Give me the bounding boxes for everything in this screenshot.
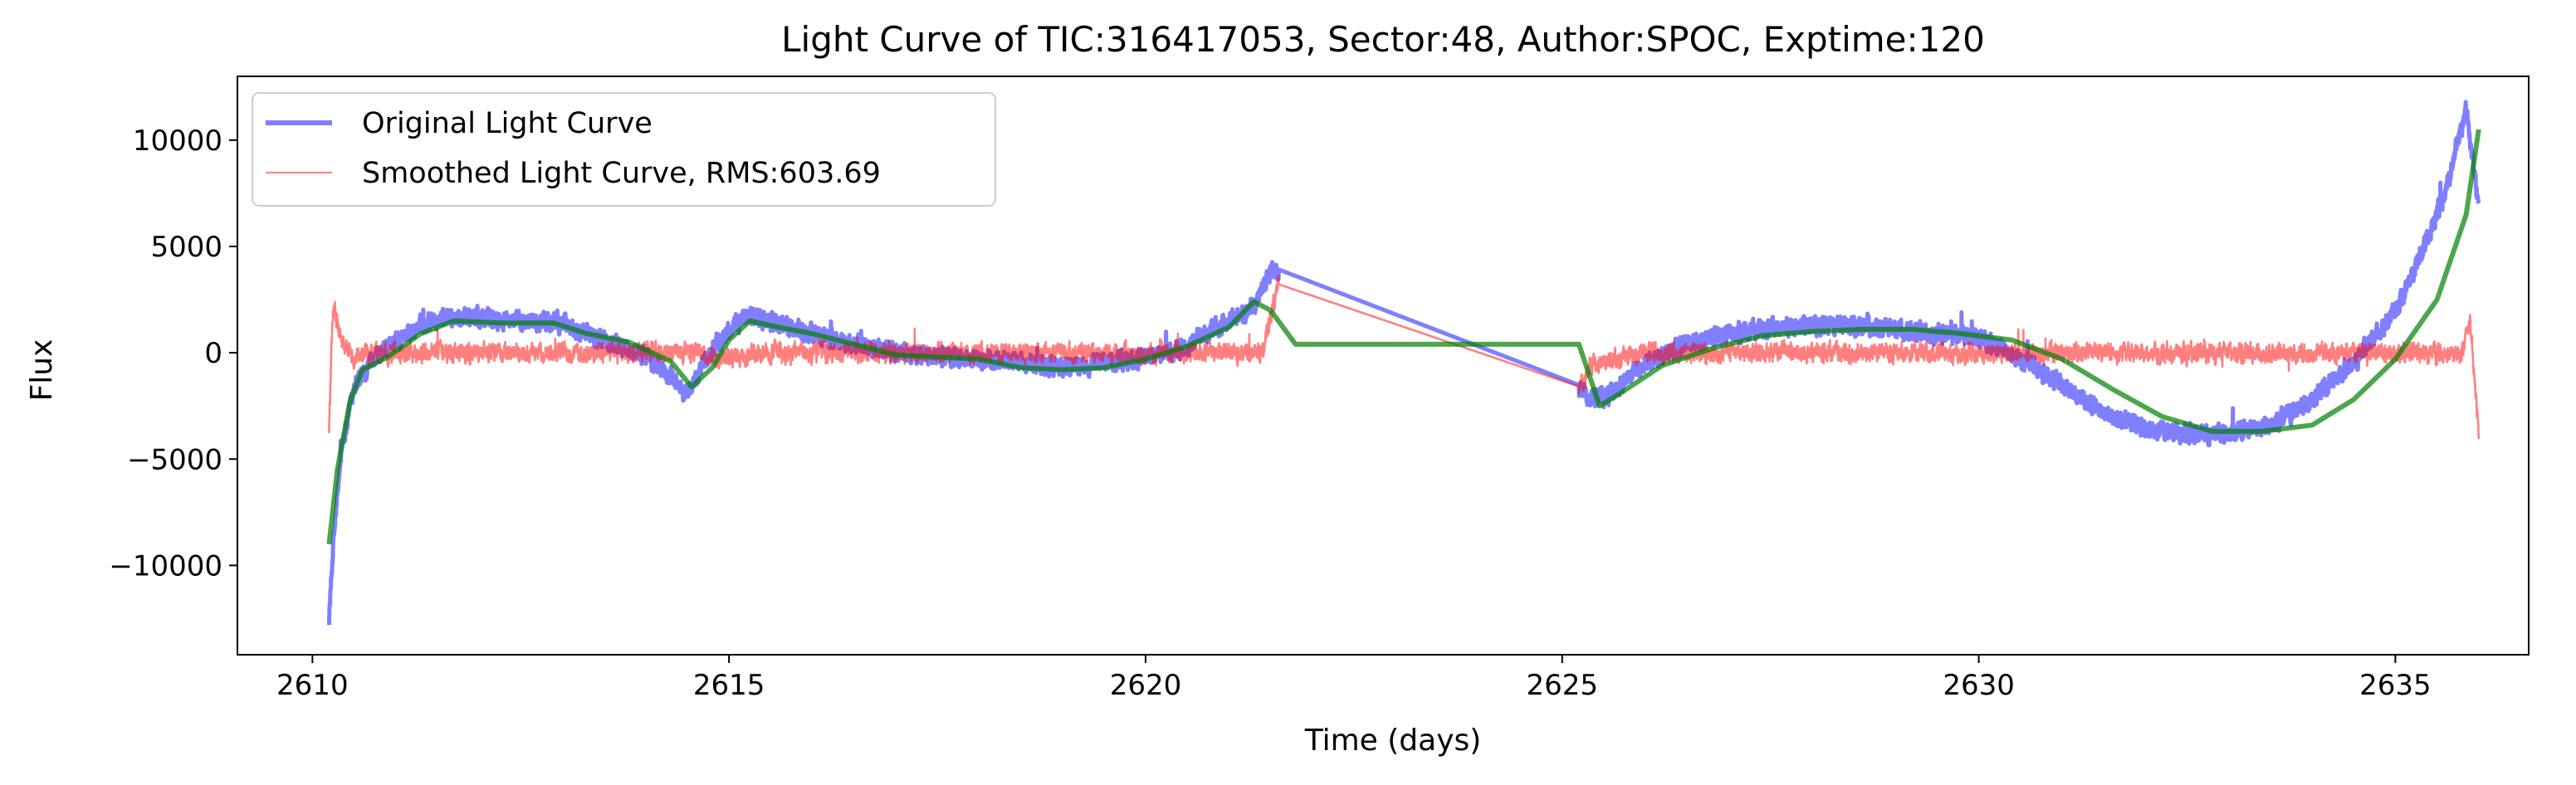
x-tick-label: 2615 xyxy=(693,669,765,702)
chart-title: Light Curve of TIC:316417053, Sector:48,… xyxy=(781,19,1985,60)
legend-box xyxy=(252,92,996,207)
x-tick-label: 2620 xyxy=(1110,669,1182,702)
x-tick-label: 2630 xyxy=(1943,669,2015,702)
x-axis-ticks: 2610 2615 2620 2625 2630 2635 xyxy=(276,655,2432,702)
y-axis-label: Flux xyxy=(25,339,59,402)
series-line-1 xyxy=(328,274,2481,440)
legend-label-original: Original Light Curve xyxy=(362,107,653,140)
y-tick-label: 10000 xyxy=(133,124,222,158)
y-tick-label: 0 xyxy=(204,337,222,370)
legend: Original Light Curve Smoothed Light Curv… xyxy=(252,92,996,207)
axes-frame xyxy=(237,76,2530,656)
x-tick-label: 2635 xyxy=(2359,669,2432,702)
y-tick-label: 5000 xyxy=(150,231,222,264)
series-layer xyxy=(326,100,2481,626)
legend-label-smoothed: Smoothed Light Curve, RMS:603.69 xyxy=(362,157,881,190)
series-line-2 xyxy=(326,129,2481,545)
x-tick-label: 2625 xyxy=(1527,669,1599,702)
y-tick-label: −5000 xyxy=(127,443,222,476)
x-tick-label: 2610 xyxy=(276,669,349,702)
y-axis-ticks: −10000 −5000 0 5000 10000 xyxy=(109,124,237,583)
y-tick-label: −10000 xyxy=(109,549,222,583)
x-axis-label: Time (days) xyxy=(1304,724,1482,758)
